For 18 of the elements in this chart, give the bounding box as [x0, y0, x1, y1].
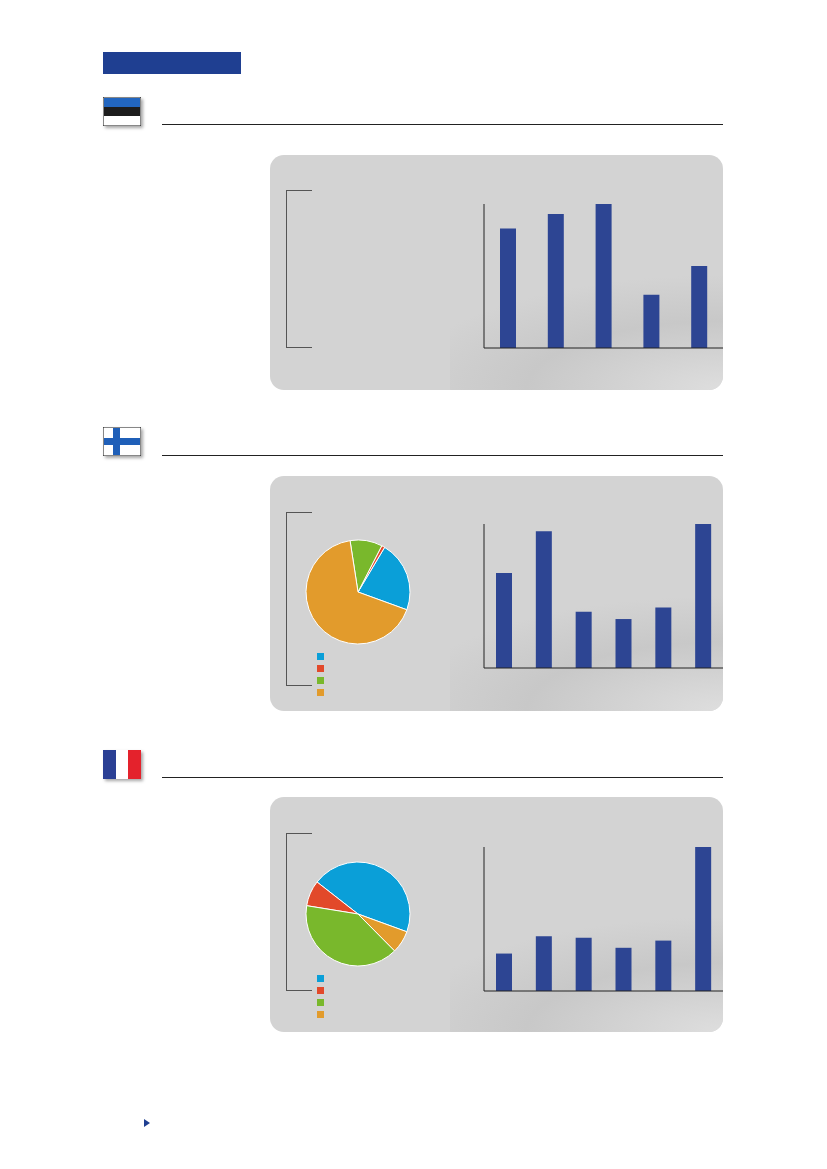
bar: [695, 524, 712, 668]
bar: [496, 572, 512, 668]
bar: [615, 619, 632, 668]
bar: [655, 940, 672, 991]
pie-slice: [305, 540, 408, 645]
bar: [643, 294, 660, 348]
bar: [547, 214, 564, 348]
bar: [575, 611, 592, 668]
bar: [691, 265, 708, 348]
bar: [535, 531, 552, 668]
bar: [575, 937, 592, 991]
bar: [615, 947, 632, 991]
bar: [655, 607, 672, 668]
bar: [695, 847, 712, 991]
bar: [595, 204, 612, 348]
bar: [535, 936, 552, 991]
bar: [496, 953, 512, 991]
bar: [500, 228, 516, 348]
